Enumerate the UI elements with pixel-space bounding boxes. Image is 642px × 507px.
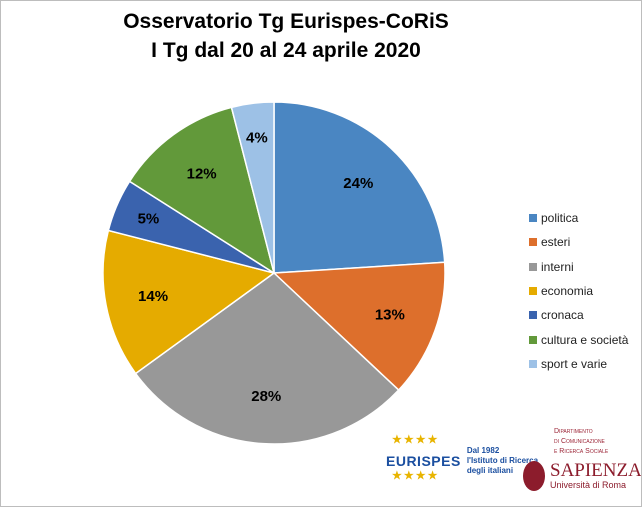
pie-slice-economia	[102, 229, 276, 375]
pie-slice-sport-e-varie	[230, 101, 275, 274]
eurispes-name: EURISPES	[386, 453, 461, 469]
data-label: 4%	[246, 129, 268, 146]
department-name: Dipartimento di Comunicazione e Ricerca …	[554, 427, 608, 457]
stars-icon: ★★★★	[392, 434, 440, 446]
legend-item: cultura e società	[529, 327, 628, 351]
legend-swatch	[529, 238, 537, 247]
eurispes-tagline: Dal 1982	[466, 446, 500, 455]
legend-swatch	[529, 214, 537, 223]
eurispes-tagline: l'Istituto di Ricerca	[466, 456, 539, 465]
title-line-2: I Tg dal 20 al 24 aprile 2020	[151, 39, 421, 62]
legend-item: interni	[529, 255, 628, 279]
dept-line: Dipartimento	[554, 428, 593, 435]
data-label: 24%	[343, 175, 373, 192]
legend-item: economia	[529, 279, 628, 303]
stars-icon: ★★★★	[392, 470, 440, 482]
legend-swatch	[529, 262, 537, 271]
legend-item: cronaca	[529, 303, 628, 327]
legend-swatch	[529, 287, 537, 296]
legend-swatch	[529, 335, 537, 344]
legend-swatch	[529, 359, 537, 368]
sapienza-seal-icon	[523, 461, 545, 491]
sapienza-name: SAPIENZA	[550, 459, 642, 481]
legend-label: economia	[541, 284, 594, 299]
data-label: 13%	[375, 307, 405, 324]
legend-swatch	[529, 311, 537, 320]
pie-slice-cultura-e-società	[128, 106, 276, 275]
data-label: 5%	[138, 211, 160, 228]
legend-item: esteri	[529, 230, 628, 254]
legend-item: politica	[529, 206, 628, 230]
legend-label: interni	[541, 259, 574, 274]
sapienza-sub: Università di Roma	[550, 479, 627, 490]
legend-label: politica	[541, 211, 579, 226]
legend-label: cultura e società	[541, 332, 629, 347]
legend-item: sport e varie	[529, 352, 628, 376]
eurispes-tagline: degli italiani	[466, 466, 514, 475]
title-line-1: Osservatorio Tg Eurispes-CoRiS	[123, 10, 449, 33]
data-label: 28%	[251, 388, 281, 405]
dept-line: di Comunicazione	[554, 438, 605, 445]
legend-label: esteri	[541, 235, 571, 250]
legend: politica esteri interni economia cronaca cult…	[529, 206, 628, 376]
legend-label: sport e varie	[541, 356, 608, 371]
legend-label: cronaca	[541, 308, 584, 323]
chart-title: Osservatorio Tg Eurispes-CoRiS I Tg dal …	[1, 7, 571, 65]
eurispes-logo: ★★★★ EURISPES ★★★★ Dal 1982 l'Istituto di …	[386, 434, 539, 482]
pie-slice-politica	[273, 101, 446, 274]
pie-slice-esteri	[272, 261, 446, 392]
data-label: 12%	[187, 165, 217, 182]
pie-slice-interni	[134, 272, 400, 445]
data-label: 14%	[138, 288, 168, 305]
sapienza-logo: SAPIENZA Università di Roma	[523, 459, 642, 491]
dept-line: e Ricerca Sociale	[554, 448, 609, 455]
